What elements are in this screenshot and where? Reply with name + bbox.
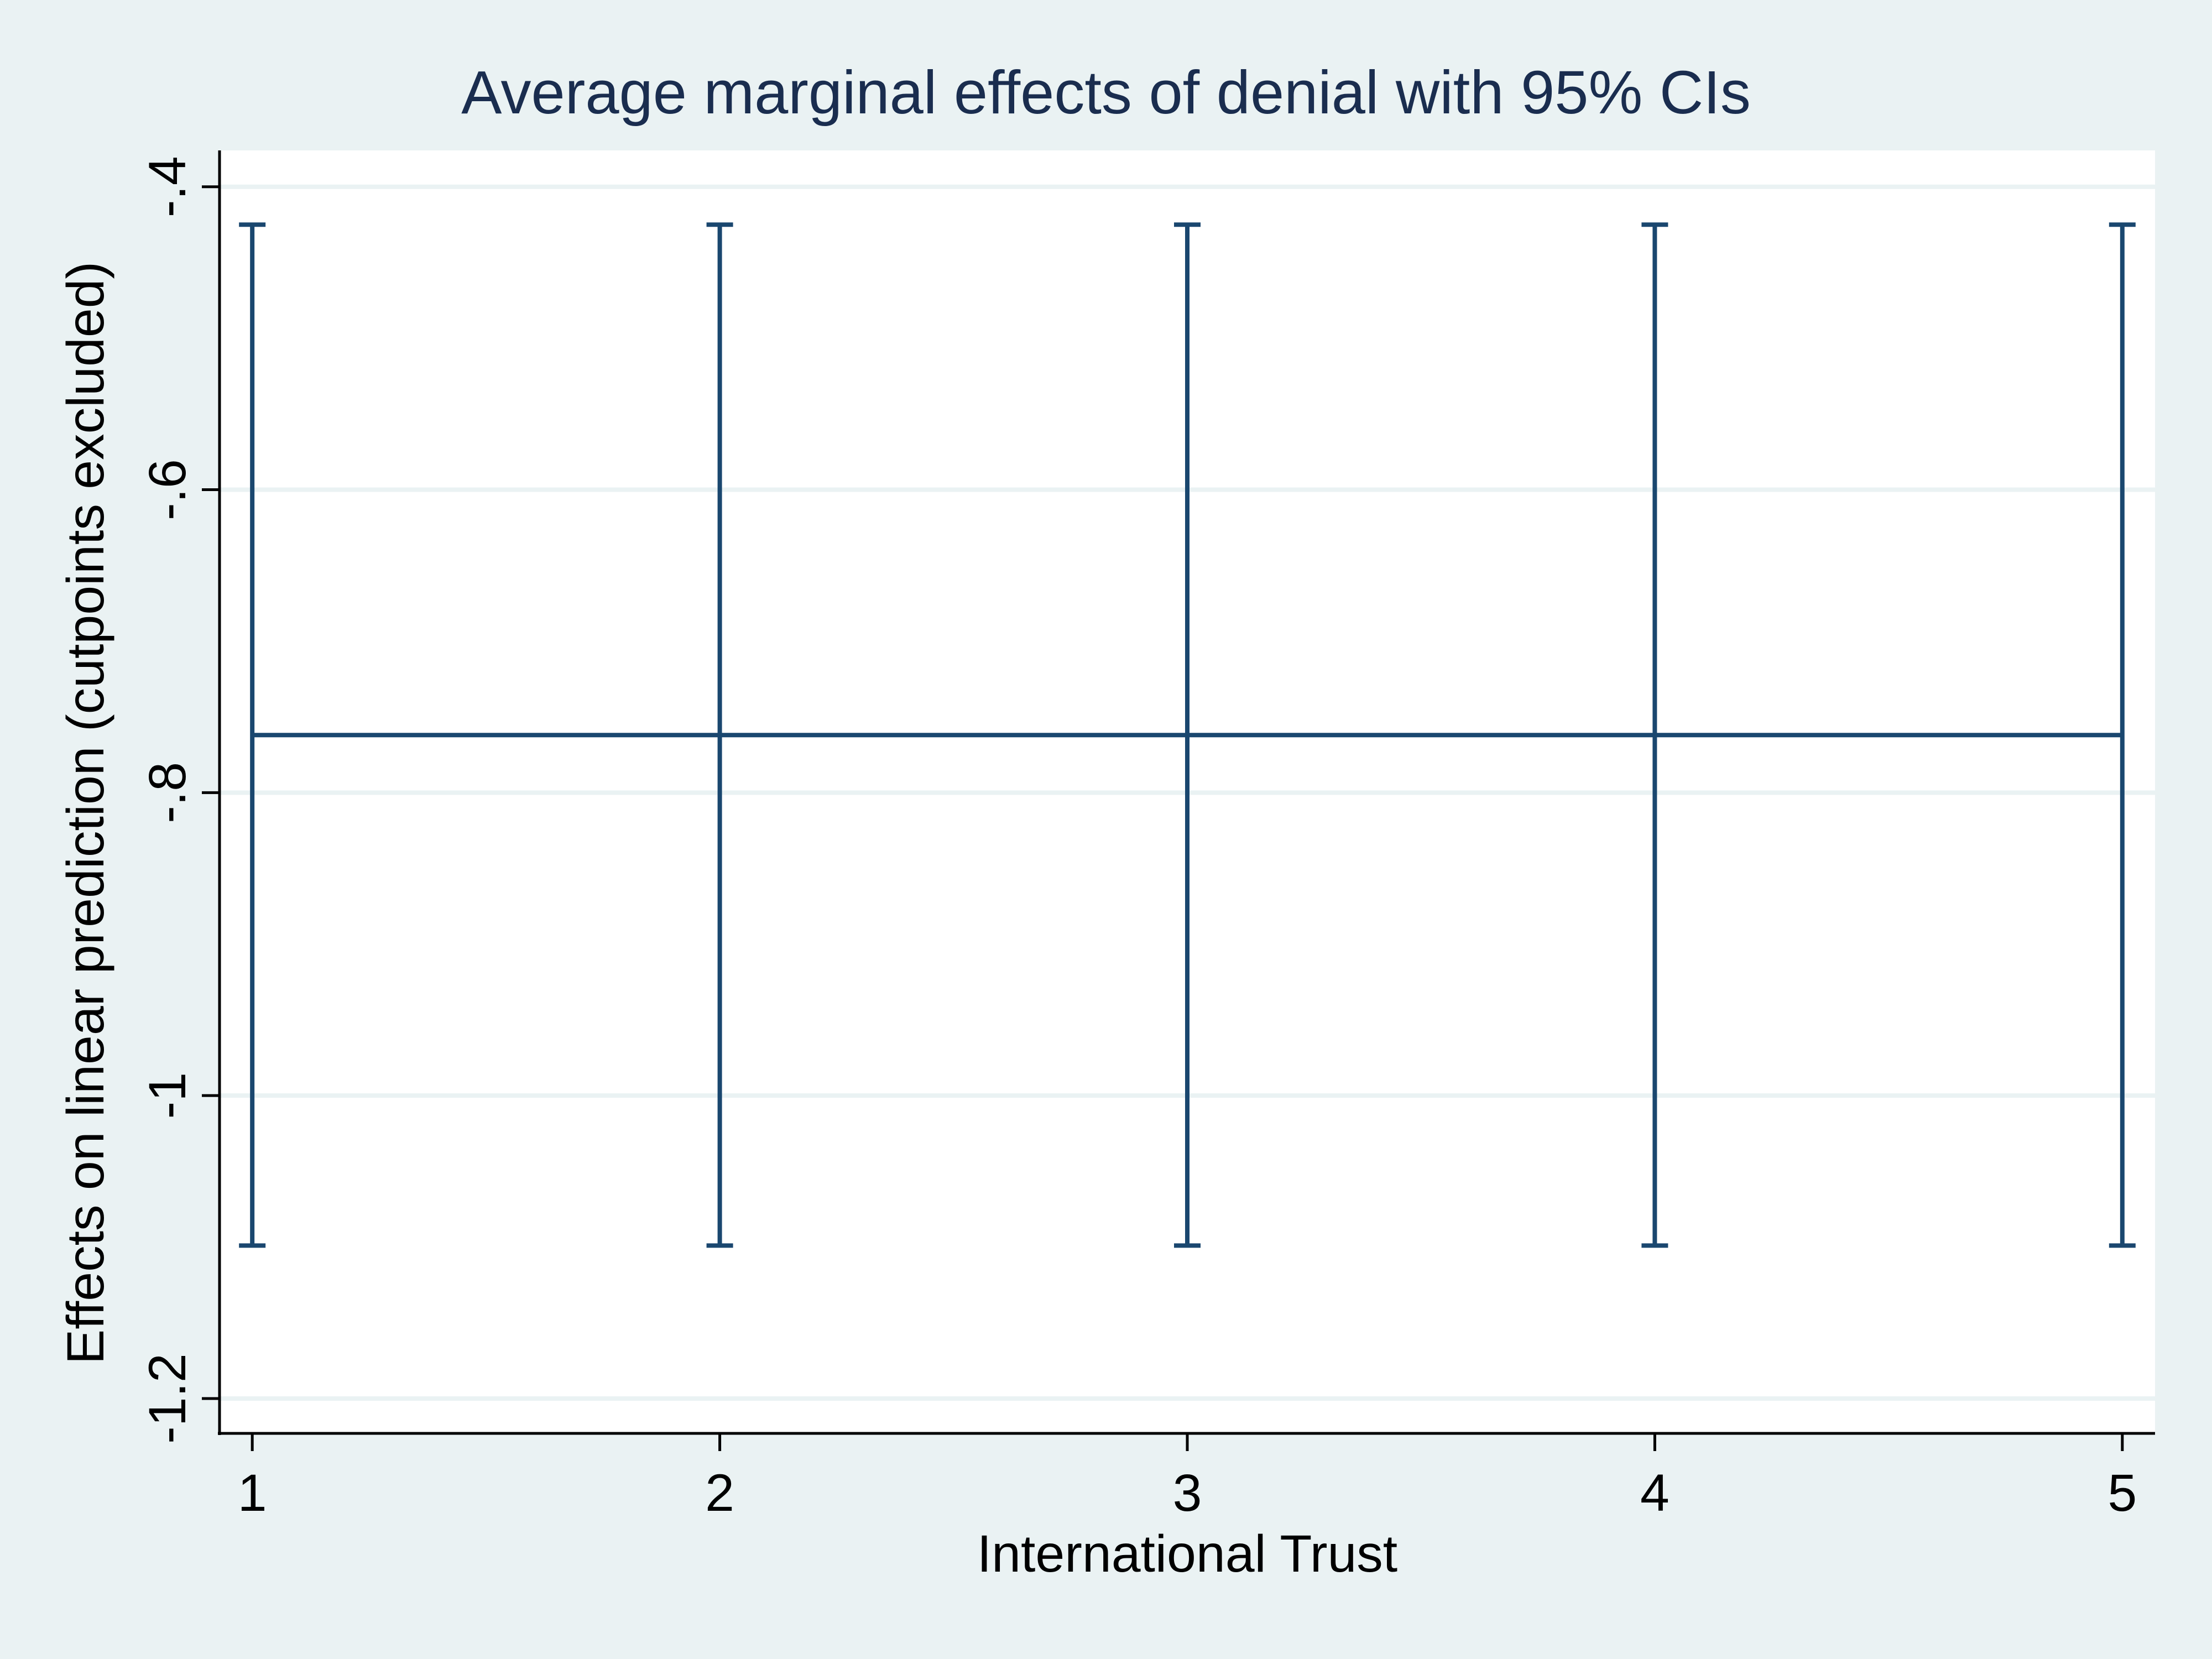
- tick-labels: -.4 -.6 -.8 -1 -1.2 1 2 3 4 5: [138, 156, 2137, 1522]
- series: [239, 222, 2136, 1248]
- y-axis-label: Effects on linear prediction (cutpoints …: [56, 262, 115, 1364]
- x-axis-label: International Trust: [977, 1525, 1397, 1583]
- x-tick-label-3: 4: [1640, 1464, 1670, 1522]
- axes: [202, 150, 2155, 1451]
- x-tick-label-0: 1: [238, 1464, 267, 1522]
- y-tick-label-3: -1: [138, 1072, 197, 1119]
- y-tick-label-0: -.4: [138, 156, 197, 217]
- x-tick-label-4: 5: [2107, 1464, 2137, 1522]
- y-tick-label-1: -.6: [138, 459, 197, 520]
- x-tick-label-2: 3: [1173, 1464, 1202, 1522]
- chart-title: Average marginal effects of denial with …: [461, 59, 1751, 127]
- y-tick-label-4: -1.2: [138, 1353, 197, 1444]
- x-tick-label-1: 2: [705, 1464, 734, 1522]
- y-tick-label-2: -.8: [138, 762, 197, 823]
